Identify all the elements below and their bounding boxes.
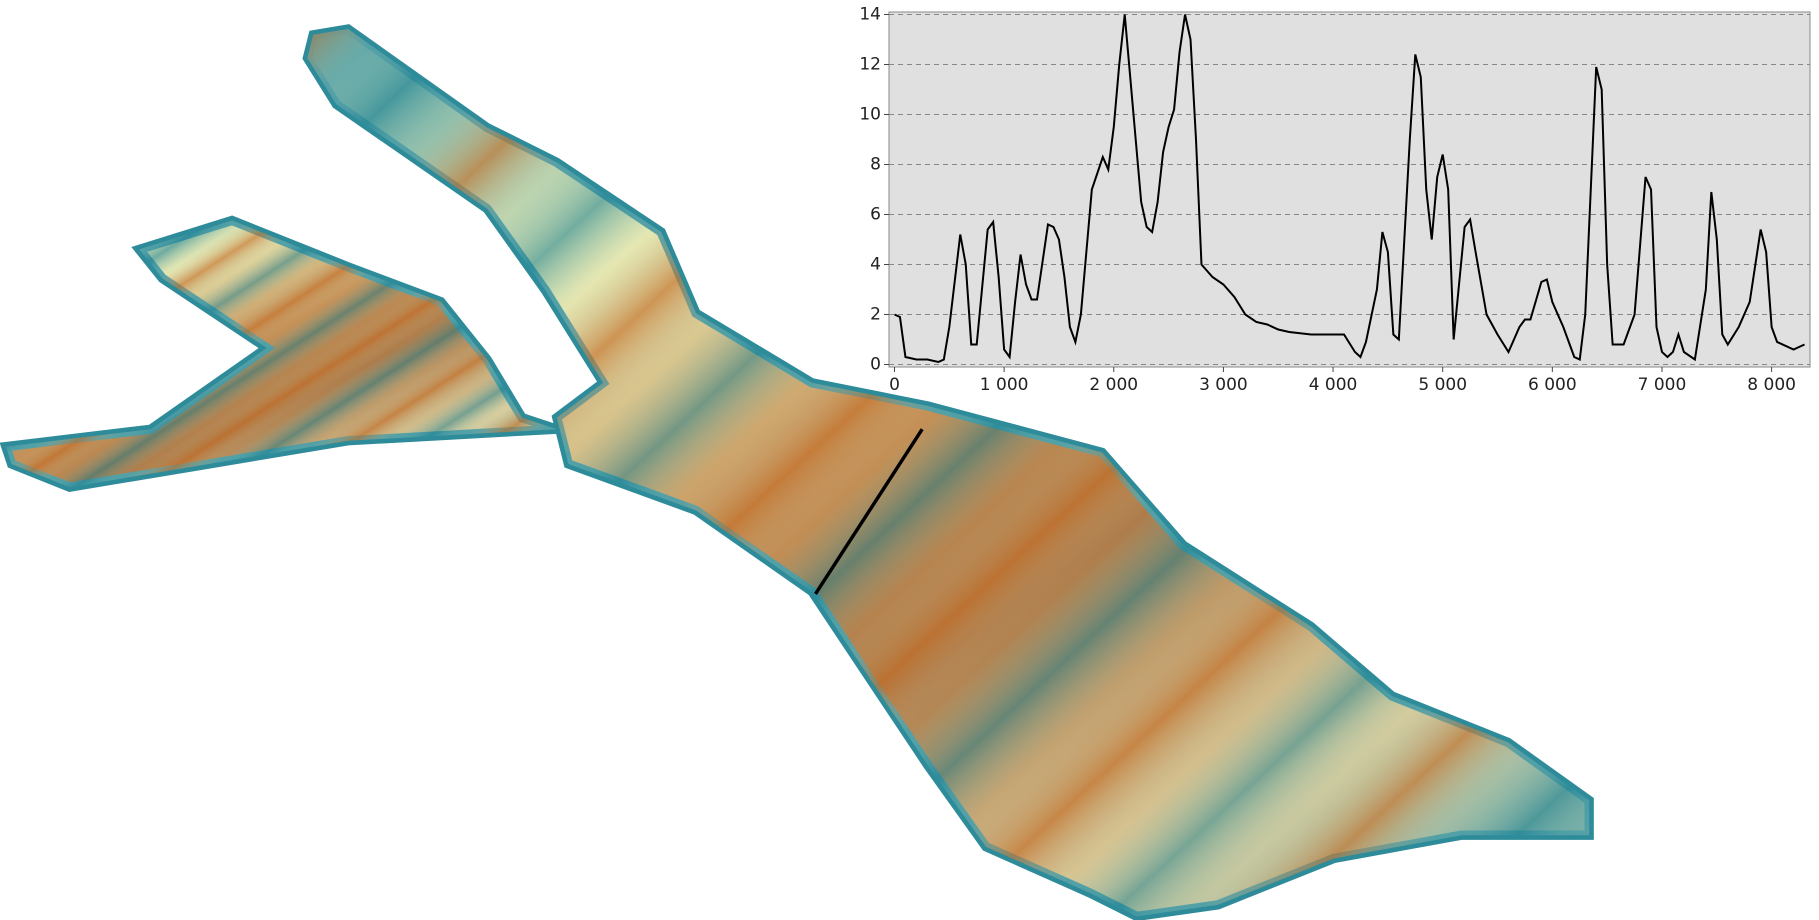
x-tick-label: 2 000 xyxy=(1089,375,1138,395)
x-tick-label: 6 000 xyxy=(1528,375,1577,395)
x-tick-label: 1 000 xyxy=(980,375,1029,395)
x-tick-label: 8 000 xyxy=(1747,375,1796,395)
plot-area xyxy=(889,12,1810,367)
x-tick-label: 4 000 xyxy=(1309,375,1358,395)
y-tick-label: 8 xyxy=(870,155,881,175)
x-tick-label: 0 xyxy=(889,375,900,395)
x-tick-label: 5 000 xyxy=(1418,375,1467,395)
y-tick-label: 6 xyxy=(870,205,881,225)
chart: 0 2 4 6 8 10 12 14 0 1 000 2 000 3 000 4 000 5 000 6 0… xyxy=(859,5,1810,396)
y-tick-label: 12 xyxy=(859,55,881,75)
y-tick-label: 4 xyxy=(870,255,881,275)
y-tick-label: 10 xyxy=(859,105,881,125)
x-tick-label: 7 000 xyxy=(1638,375,1687,395)
scene: 0 2 4 6 8 10 12 14 0 1 000 2 000 3 000 4 000 5 000 6 0… xyxy=(0,0,1819,920)
y-tick-label: 0 xyxy=(870,355,881,375)
page: 0 2 4 6 8 10 12 14 0 1 000 2 000 3 000 4 000 5 000 6 0… xyxy=(0,0,1819,920)
lake-branch-texture xyxy=(6,220,557,487)
y-tick-label: 2 xyxy=(870,305,881,325)
x-tick-label: 3 000 xyxy=(1199,375,1248,395)
y-tick-label: 14 xyxy=(859,5,881,25)
